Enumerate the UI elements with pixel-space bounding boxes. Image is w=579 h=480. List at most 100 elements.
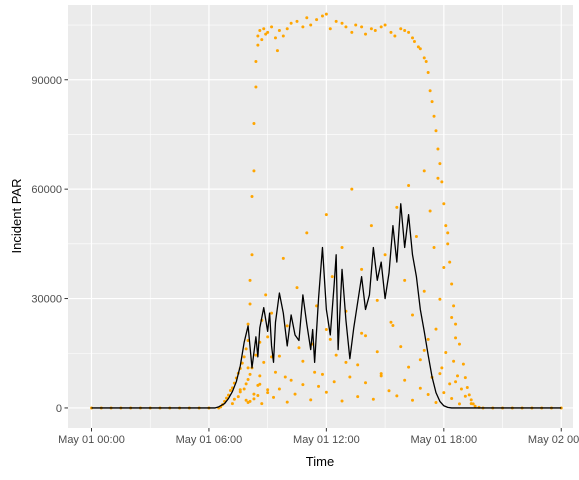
scatter-point xyxy=(448,382,452,386)
scatter-point xyxy=(315,18,319,22)
scatter-point xyxy=(275,49,279,53)
scatter-point xyxy=(266,30,270,34)
scatter-point xyxy=(446,231,450,235)
scatter-point xyxy=(442,266,446,270)
scatter-point xyxy=(463,376,467,380)
scatter-point xyxy=(469,398,473,402)
scatter-point xyxy=(252,397,256,401)
scatter-point xyxy=(242,355,246,359)
scatter-point xyxy=(281,256,285,260)
scatter-point xyxy=(228,388,232,392)
panel-background xyxy=(68,5,573,428)
scatter-point xyxy=(258,382,262,386)
scatter-point xyxy=(356,395,360,399)
scatter-point xyxy=(434,129,438,133)
scatter-point xyxy=(426,392,430,396)
scatter-point xyxy=(324,390,328,394)
scatter-point xyxy=(450,316,454,320)
y-tick-label: 30000 xyxy=(31,294,62,306)
scatter-point xyxy=(434,400,438,404)
scatter-point xyxy=(89,406,93,410)
scatter-point xyxy=(407,30,411,34)
scatter-point xyxy=(407,365,411,369)
scatter-point xyxy=(432,245,436,249)
scatter-point xyxy=(238,390,242,394)
scatter-point xyxy=(283,375,287,379)
scatter-point xyxy=(295,286,299,290)
scatter-point xyxy=(258,374,262,378)
scatter-point xyxy=(414,235,418,239)
scatter-point xyxy=(305,16,309,20)
scatter-point xyxy=(436,147,440,151)
scatter-point xyxy=(328,27,332,31)
scatter-point xyxy=(252,392,256,396)
scatter-point xyxy=(262,27,266,31)
scatter-point xyxy=(389,30,393,34)
scatter-point xyxy=(467,393,471,397)
data-points xyxy=(89,12,563,410)
scatter-point xyxy=(444,351,448,355)
scatter-point xyxy=(410,398,414,402)
scatter-point xyxy=(410,36,414,40)
scatter-point xyxy=(407,184,411,188)
scatter-point xyxy=(454,336,458,340)
scatter-point xyxy=(360,331,364,335)
scatter-point xyxy=(277,387,281,391)
scatter-point xyxy=(383,253,387,257)
scatter-point xyxy=(244,347,248,351)
scatter-point xyxy=(348,375,352,379)
scatter-point xyxy=(266,388,270,392)
scatter-point xyxy=(320,14,324,18)
scatter-point xyxy=(399,345,403,349)
scatter-point xyxy=(350,187,354,191)
scatter-point xyxy=(422,348,426,352)
scatter-point xyxy=(432,114,436,118)
scatter-point xyxy=(391,324,395,328)
scatter-point xyxy=(430,100,434,104)
scatter-point xyxy=(344,25,348,29)
scatter-point xyxy=(277,354,281,358)
scatter-point xyxy=(285,400,289,404)
scatter-point xyxy=(452,359,456,363)
scatter-point xyxy=(463,394,467,398)
scatter-point xyxy=(473,404,477,408)
scatter-point xyxy=(379,374,383,378)
scatter-point xyxy=(450,282,454,286)
scatter-point xyxy=(379,25,383,29)
scatter-point xyxy=(356,363,360,367)
scatter-point xyxy=(360,25,364,29)
scatter-point xyxy=(256,43,260,47)
scatter-point xyxy=(393,34,397,38)
scatter-point xyxy=(256,394,260,398)
scatter-point xyxy=(246,322,250,326)
scatter-point xyxy=(254,60,258,64)
scatter-point xyxy=(244,382,248,386)
scatter-point xyxy=(246,366,250,370)
scatter-point xyxy=(373,29,377,33)
scatter-point xyxy=(450,396,454,400)
scatter-point xyxy=(262,360,266,364)
scatter-point xyxy=(424,60,428,64)
scatter-point xyxy=(395,394,399,398)
scatter-point xyxy=(260,402,264,406)
scatter-point xyxy=(383,23,387,27)
scatter-point xyxy=(313,370,317,374)
scatter-point xyxy=(444,224,448,228)
scatter-point xyxy=(422,169,426,173)
scatter-point xyxy=(457,342,461,346)
scatter-point xyxy=(457,402,461,406)
scatter-point xyxy=(334,19,338,23)
scatter-point xyxy=(369,224,373,228)
scatter-point xyxy=(295,19,299,23)
scatter-point xyxy=(301,359,305,363)
scatter-point xyxy=(232,397,236,401)
x-axis-title: Time xyxy=(306,454,334,469)
scatter-point xyxy=(309,23,313,27)
scatter-point xyxy=(422,289,426,293)
scatter-point xyxy=(436,176,440,180)
scatter-point xyxy=(289,21,293,25)
scatter-point xyxy=(264,293,268,297)
scatter-point xyxy=(252,169,256,173)
